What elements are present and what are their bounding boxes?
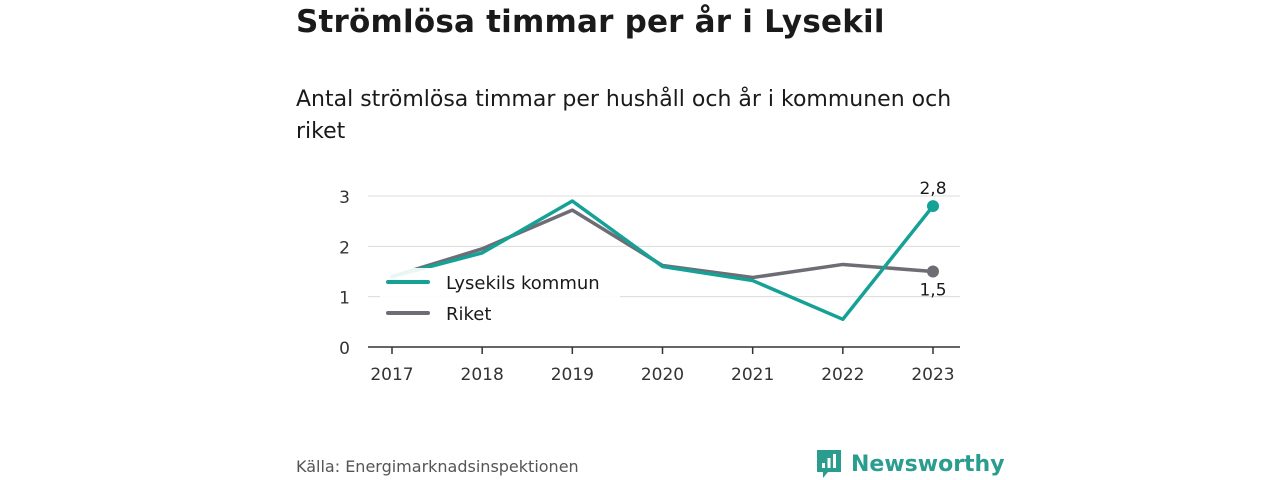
y-tick-label: 3 (339, 188, 350, 208)
series-line-lysekil (390, 199, 935, 322)
end-labels: 2,8 1,5 (919, 179, 946, 300)
x-tick-label: 2019 (551, 365, 594, 385)
x-tick-label: 2022 (821, 365, 864, 385)
chart-subtitle: Antal strömlösa timmar per hushåll och å… (296, 87, 952, 144)
y-tick-label: 0 (339, 339, 350, 359)
axes: 0 1 2 3 2017 2018 2019 2020 2021 2022 2023 (339, 188, 960, 385)
legend: Lysekils kommun Riket (380, 268, 620, 330)
series-end-point (927, 265, 939, 278)
y-tick-label: 2 (339, 238, 350, 258)
brand-name: Newsworthy (851, 451, 1005, 477)
chart-title: Strömlösa timmar per år i Lysekil (296, 4, 885, 40)
legend-label: Lysekils kommun (446, 273, 600, 294)
end-label-lysekil: 2,8 (919, 179, 946, 199)
y-tick-label: 1 (339, 289, 350, 309)
x-tick-label: 2021 (731, 365, 774, 385)
brand-logo[interactable]: Newsworthy (815, 448, 1005, 480)
series-lines (390, 199, 939, 322)
source-note: Källa: Energimarknadsinspektionen (296, 457, 579, 476)
end-label-riket: 1,5 (919, 281, 946, 301)
x-tick-label: 2017 (370, 365, 413, 385)
legend-background (380, 268, 620, 330)
x-tick-label: 2023 (911, 365, 954, 385)
legend-label: Riket (446, 304, 491, 325)
newsworthy-logo-icon (817, 450, 841, 478)
series-end-point (927, 200, 939, 213)
x-tick-label: 2018 (461, 365, 504, 385)
x-tick-label: 2020 (641, 365, 684, 385)
